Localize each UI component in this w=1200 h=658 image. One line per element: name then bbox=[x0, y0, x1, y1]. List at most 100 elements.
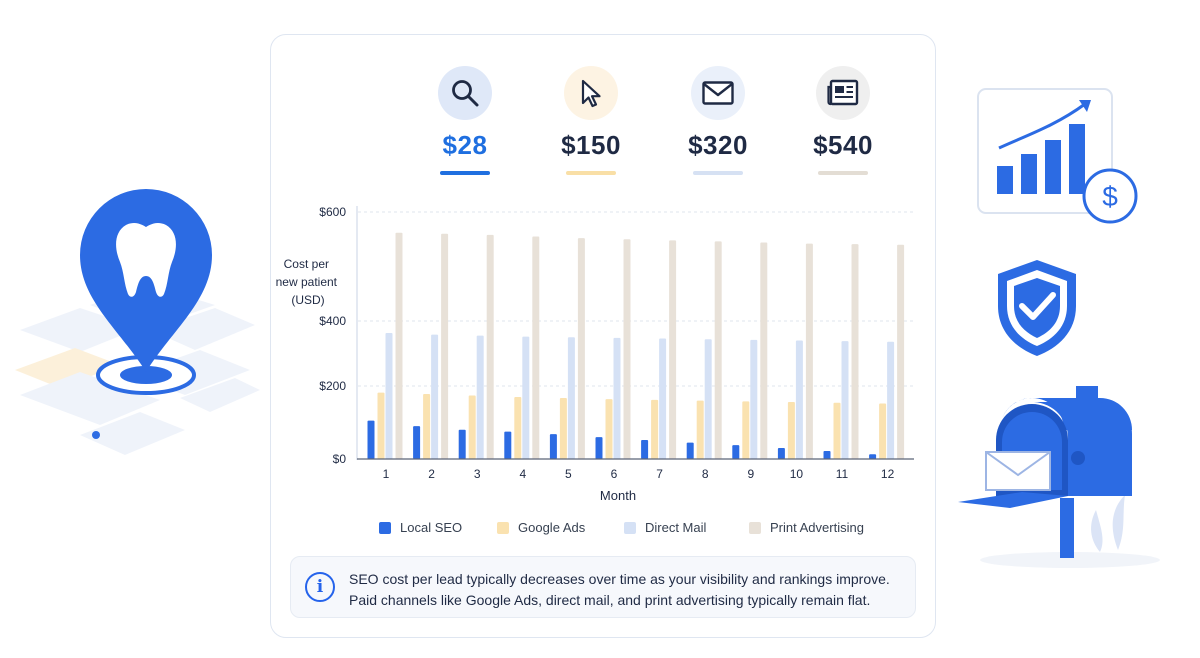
y-tick-label: $0 bbox=[333, 452, 347, 466]
legend-label: Direct Mail bbox=[645, 520, 707, 535]
cursor-icon bbox=[581, 79, 601, 108]
location-dot bbox=[92, 431, 100, 439]
kpi-circle bbox=[438, 66, 492, 120]
x-tick-label: 10 bbox=[790, 467, 804, 481]
x-tick-label: 4 bbox=[519, 467, 526, 481]
growth-chart-dollar-icon: $ bbox=[977, 88, 1138, 224]
kpi-direct-mail: $320 bbox=[658, 66, 778, 175]
bar-print-advertising bbox=[760, 242, 768, 459]
grid-lines bbox=[358, 211, 914, 387]
bar-direct-mail bbox=[385, 333, 393, 459]
x-tick-label: 12 bbox=[881, 467, 895, 481]
bar-local-seo bbox=[367, 420, 375, 459]
kpi-value: $28 bbox=[442, 130, 488, 160]
bars bbox=[367, 232, 905, 459]
legend-item-direct-mail: Direct Mail bbox=[624, 520, 706, 535]
bar-google-ads bbox=[559, 398, 567, 459]
legend-item-google-ads: Google Ads bbox=[497, 520, 585, 535]
search-icon bbox=[452, 80, 479, 107]
bar-local-seo bbox=[823, 450, 831, 459]
bar-direct-mail bbox=[476, 335, 484, 459]
note-text: SEO cost per lead typically decreases ov… bbox=[349, 569, 890, 611]
bar-local-seo bbox=[413, 426, 421, 459]
bar-print-advertising bbox=[577, 238, 585, 459]
bar-local-seo bbox=[686, 442, 694, 459]
bar-google-ads bbox=[833, 402, 841, 459]
bar-google-ads bbox=[651, 399, 659, 459]
bar-direct-mail bbox=[522, 336, 530, 459]
bar-google-ads bbox=[879, 403, 887, 459]
kpi-underline bbox=[440, 171, 490, 175]
bar-direct-mail bbox=[887, 341, 895, 459]
x-tick-label: 7 bbox=[656, 467, 663, 481]
y-tick-label: $200 bbox=[319, 379, 346, 393]
kpi-local-seo: $28 bbox=[405, 66, 525, 175]
bar-direct-mail bbox=[841, 341, 849, 459]
legend-swatch bbox=[624, 521, 636, 534]
mail-icon bbox=[702, 81, 734, 105]
bar-direct-mail bbox=[704, 339, 712, 459]
y-axis-title: Cost per new patient (USD) bbox=[276, 257, 341, 307]
legend-label: Google Ads bbox=[518, 520, 586, 535]
legend-swatch bbox=[379, 521, 391, 534]
bar-direct-mail bbox=[431, 334, 439, 459]
kpi-circle bbox=[691, 66, 745, 120]
x-tick-label: 1 bbox=[383, 467, 390, 481]
kpi-circle bbox=[816, 66, 870, 120]
shield-check-icon bbox=[998, 260, 1076, 356]
chart-card bbox=[270, 34, 936, 638]
x-tick-label: 3 bbox=[474, 467, 481, 481]
bar-local-seo bbox=[504, 431, 512, 459]
bar-google-ads bbox=[605, 399, 613, 459]
legend-label: Print Advertising bbox=[770, 520, 864, 535]
chart-legend: Local SEO Google Ads Direct Mail Print Adve… bbox=[0, 520, 1200, 540]
y-tick-label: $600 bbox=[319, 205, 346, 219]
bar-local-seo bbox=[777, 448, 785, 459]
x-tick-label: 6 bbox=[611, 467, 618, 481]
x-tick-label: 11 bbox=[836, 467, 849, 481]
x-axis-ticks: 1 2 3 4 5 6 7 8 9 10 11 12 bbox=[383, 467, 895, 481]
x-axis-title: Month bbox=[600, 488, 636, 503]
x-tick-label: 5 bbox=[565, 467, 572, 481]
bar-print-advertising bbox=[441, 233, 449, 459]
bar-local-seo bbox=[549, 434, 557, 459]
bar-google-ads bbox=[787, 402, 795, 459]
bar-google-ads bbox=[696, 400, 704, 459]
bar-chart: $0$200$400$600 1 2 3 4 5 6 7 8 9 10 11 12 Month Cos… bbox=[276, 205, 914, 503]
bar-google-ads bbox=[423, 394, 431, 459]
y-axis-ticks: $0 $200 $400 $600 bbox=[319, 205, 346, 466]
kpi-value: $150 bbox=[561, 130, 621, 160]
bar-direct-mail bbox=[613, 337, 621, 459]
legend-item-local-seo: Local SEO bbox=[379, 520, 462, 535]
map-pin-illustration bbox=[15, 189, 260, 455]
info-icon: i bbox=[305, 572, 335, 602]
kpi-value: $540 bbox=[813, 130, 873, 160]
newspaper-icon bbox=[827, 79, 859, 106]
kpi-value: $320 bbox=[688, 130, 748, 160]
svg-text:$: $ bbox=[1102, 181, 1118, 212]
legend-swatch bbox=[497, 521, 509, 534]
bar-print-advertising bbox=[805, 243, 813, 459]
bar-direct-mail bbox=[750, 339, 758, 459]
bar-print-advertising bbox=[851, 244, 859, 459]
bar-google-ads bbox=[514, 396, 522, 459]
bar-direct-mail bbox=[659, 338, 667, 459]
legend-label: Local SEO bbox=[400, 520, 463, 535]
bar-local-seo bbox=[458, 429, 466, 459]
bar-direct-mail bbox=[795, 340, 803, 459]
bar-local-seo bbox=[595, 437, 603, 459]
bar-print-advertising bbox=[486, 234, 494, 459]
bar-print-advertising bbox=[532, 236, 540, 459]
bar-google-ads bbox=[742, 401, 750, 459]
bar-print-advertising bbox=[714, 241, 722, 459]
bar-print-advertising bbox=[623, 239, 631, 459]
kpi-underline bbox=[566, 171, 616, 175]
legend-item-print-advertising: Print Advertising bbox=[749, 520, 864, 535]
kpi-underline bbox=[693, 171, 743, 175]
bar-local-seo bbox=[641, 440, 649, 459]
bar-google-ads bbox=[468, 395, 476, 459]
info-note: i SEO cost per lead typically decreases … bbox=[290, 556, 916, 618]
note-line-2: Paid channels like Google Ads, direct ma… bbox=[349, 592, 871, 608]
mailbox-icon bbox=[958, 386, 1160, 568]
legend-swatch bbox=[749, 521, 761, 534]
